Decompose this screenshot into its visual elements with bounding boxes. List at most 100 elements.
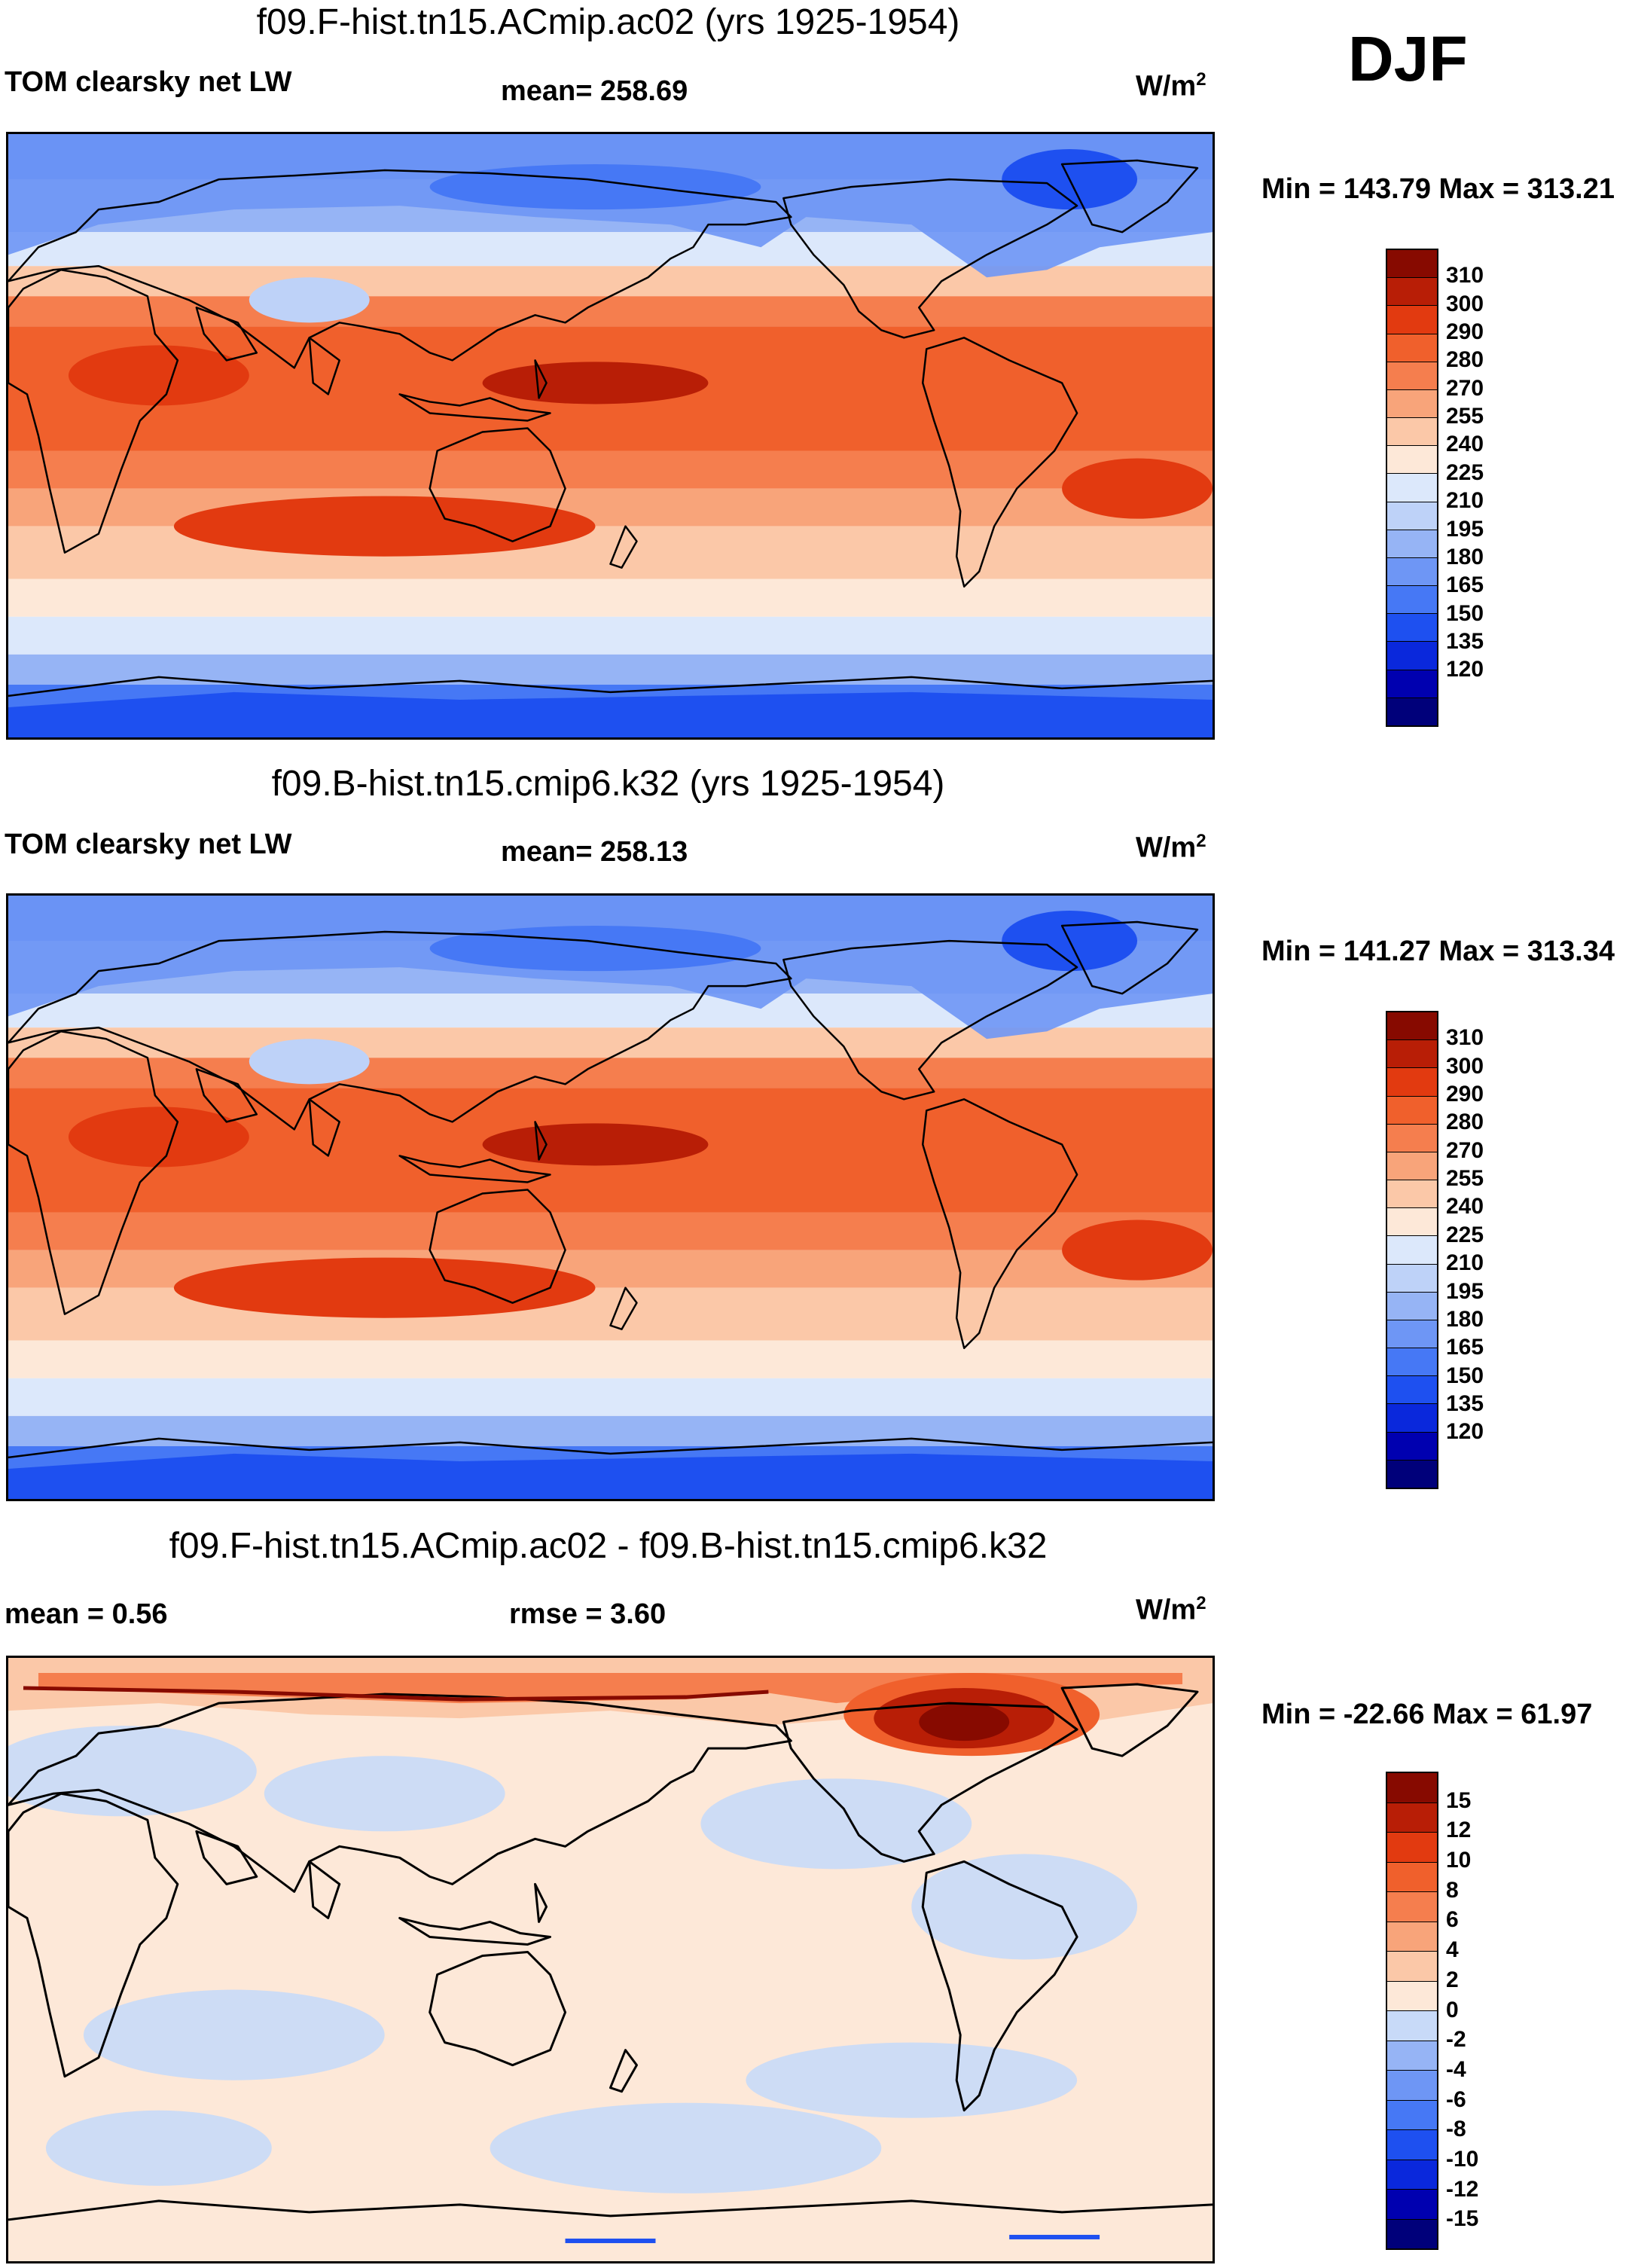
colorbar-swatch <box>1387 2041 1437 2071</box>
colorbar-swatch <box>1387 2011 1437 2041</box>
colorbar-swatch <box>1387 1348 1437 1377</box>
panel-1-map <box>6 132 1215 740</box>
colorbar-swatch <box>1387 1152 1437 1181</box>
panel-3-colorbar <box>1386 1772 1438 2250</box>
colorbar-label: 165 <box>1446 1335 1484 1360</box>
colorbar-swatch <box>1387 1802 1437 1833</box>
colorbar-label: 120 <box>1446 657 1484 682</box>
colorbar-swatch <box>1387 697 1437 725</box>
panel-1-unit: W/m2 <box>1136 69 1206 102</box>
panel-2-map <box>6 893 1215 1501</box>
colorbar-label: 6 <box>1446 1907 1459 1933</box>
colorbar-swatch <box>1387 1432 1437 1461</box>
colorbar-label: 120 <box>1446 1419 1484 1445</box>
colorbar-swatch <box>1387 1292 1437 1320</box>
panel-2-colorbar-labels: 310 300 290 280 270 255 240 225 210 195 180 165 150 1… <box>1446 1011 1536 1489</box>
colorbar-label: 280 <box>1446 1110 1484 1135</box>
panel-1-minmax: Min = 143.79 Max = 313.21 <box>1261 173 1615 205</box>
colorbar-swatch <box>1387 1892 1437 1922</box>
colorbar-swatch <box>1387 1404 1437 1433</box>
panel-3-rmse: rmse = 3.60 <box>509 1598 667 1630</box>
colorbar-swatch <box>1387 1981 1437 2011</box>
panel-1-variable: TOM clearsky net LW <box>5 66 292 98</box>
colorbar-label: 2 <box>1446 1967 1459 1992</box>
colorbar-label: 240 <box>1446 1194 1484 1219</box>
colorbar-swatch <box>1387 1264 1437 1293</box>
colorbar-swatch <box>1387 1460 1437 1488</box>
colorbar-swatch <box>1387 1096 1437 1125</box>
colorbar-label: 255 <box>1446 404 1484 429</box>
colorbar-label: 270 <box>1446 375 1484 401</box>
panel-2-mean: mean= 258.13 <box>501 836 688 868</box>
colorbar-label: 310 <box>1446 263 1484 288</box>
colorbar-swatch <box>1387 1068 1437 1097</box>
colorbar-swatch <box>1387 1040 1437 1069</box>
colorbar-label: -12 <box>1446 2176 1479 2202</box>
panel-3-unit: W/m2 <box>1136 1593 1206 1626</box>
colorbar-swatch <box>1387 418 1437 447</box>
colorbar-label: 150 <box>1446 600 1484 626</box>
colorbar-label: 225 <box>1446 1222 1484 1247</box>
panel-2-variable: TOM clearsky net LW <box>5 829 292 860</box>
colorbar-label: 270 <box>1446 1137 1484 1163</box>
colorbar-swatch <box>1387 642 1437 670</box>
panel-1-colorbar <box>1386 249 1438 727</box>
panel-1-map-svg <box>8 134 1213 737</box>
colorbar-label: -6 <box>1446 2086 1466 2112</box>
colorbar-swatch <box>1387 670 1437 698</box>
colorbar-swatch <box>1387 1236 1437 1265</box>
colorbar-swatch <box>1387 2219 1437 2248</box>
colorbar-swatch <box>1387 1862 1437 1892</box>
panel-1-title: f09.F-hist.tn15.ACmip.ac02 (yrs 1925-195… <box>256 2 960 42</box>
colorbar-label: 240 <box>1446 432 1484 457</box>
colorbar-label: 165 <box>1446 572 1484 598</box>
colorbar-label: 210 <box>1446 488 1484 514</box>
colorbar-label: 12 <box>1446 1818 1472 1843</box>
colorbar-label: 280 <box>1446 347 1484 373</box>
colorbar-swatch <box>1387 1012 1437 1041</box>
colorbar-label: 10 <box>1446 1848 1472 1873</box>
colorbar-swatch <box>1387 2190 1437 2220</box>
colorbar-label: -4 <box>1446 2056 1466 2082</box>
panel-2-minmax: Min = 141.27 Max = 313.34 <box>1261 936 1615 967</box>
panel-2-unit: W/m2 <box>1136 831 1206 864</box>
panel-2-colorbar <box>1386 1011 1438 1489</box>
colorbar-swatch <box>1387 446 1437 475</box>
colorbar-label: 180 <box>1446 544 1484 569</box>
panel-2-map-svg <box>8 896 1213 1499</box>
colorbar-label: 180 <box>1446 1306 1484 1332</box>
colorbar-label: 210 <box>1446 1250 1484 1276</box>
panel-1-colorbar-labels: 310 300 290 280 270 255 240 225 210 195 180 165 150 1… <box>1446 249 1536 727</box>
colorbar-swatch <box>1387 2100 1437 2130</box>
panel-2-title: f09.B-hist.tn15.cmip6.k32 (yrs 1925-1954… <box>271 764 945 804</box>
colorbar-swatch <box>1387 278 1437 307</box>
panel-3-map-svg <box>8 1658 1213 2261</box>
colorbar-label: 310 <box>1446 1025 1484 1051</box>
colorbar-label: 290 <box>1446 319 1484 345</box>
colorbar-label: 135 <box>1446 1390 1484 1416</box>
colorbar-label: 4 <box>1446 1937 1459 1963</box>
panel-3-map <box>6 1656 1215 2263</box>
colorbar-label: -2 <box>1446 2027 1466 2053</box>
colorbar-swatch <box>1387 2130 1437 2160</box>
colorbar-swatch <box>1387 474 1437 502</box>
colorbar-label: -15 <box>1446 2206 1479 2232</box>
colorbar-swatch <box>1387 389 1437 419</box>
colorbar-label: 195 <box>1446 516 1484 542</box>
colorbar-swatch <box>1387 1320 1437 1349</box>
colorbar-label: 15 <box>1446 1787 1472 1813</box>
colorbar-label: 255 <box>1446 1166 1484 1192</box>
colorbar-label: -10 <box>1446 2146 1479 2172</box>
colorbar-label: 135 <box>1446 628 1484 654</box>
colorbar-label: 150 <box>1446 1363 1484 1388</box>
colorbar-swatch <box>1387 306 1437 334</box>
panel-3-minmax: Min = -22.66 Max = 61.97 <box>1261 1699 1593 1730</box>
colorbar-swatch <box>1387 362 1437 390</box>
colorbar-swatch <box>1387 2071 1437 2101</box>
panel-3-title: f09.F-hist.tn15.ACmip.ac02 - f09.B-hist.… <box>169 1526 1048 1566</box>
colorbar-swatch <box>1387 1833 1437 1863</box>
colorbar-swatch <box>1387 1208 1437 1237</box>
colorbar-swatch <box>1387 2160 1437 2190</box>
colorbar-label: 300 <box>1446 1053 1484 1079</box>
colorbar-swatch <box>1387 586 1437 615</box>
